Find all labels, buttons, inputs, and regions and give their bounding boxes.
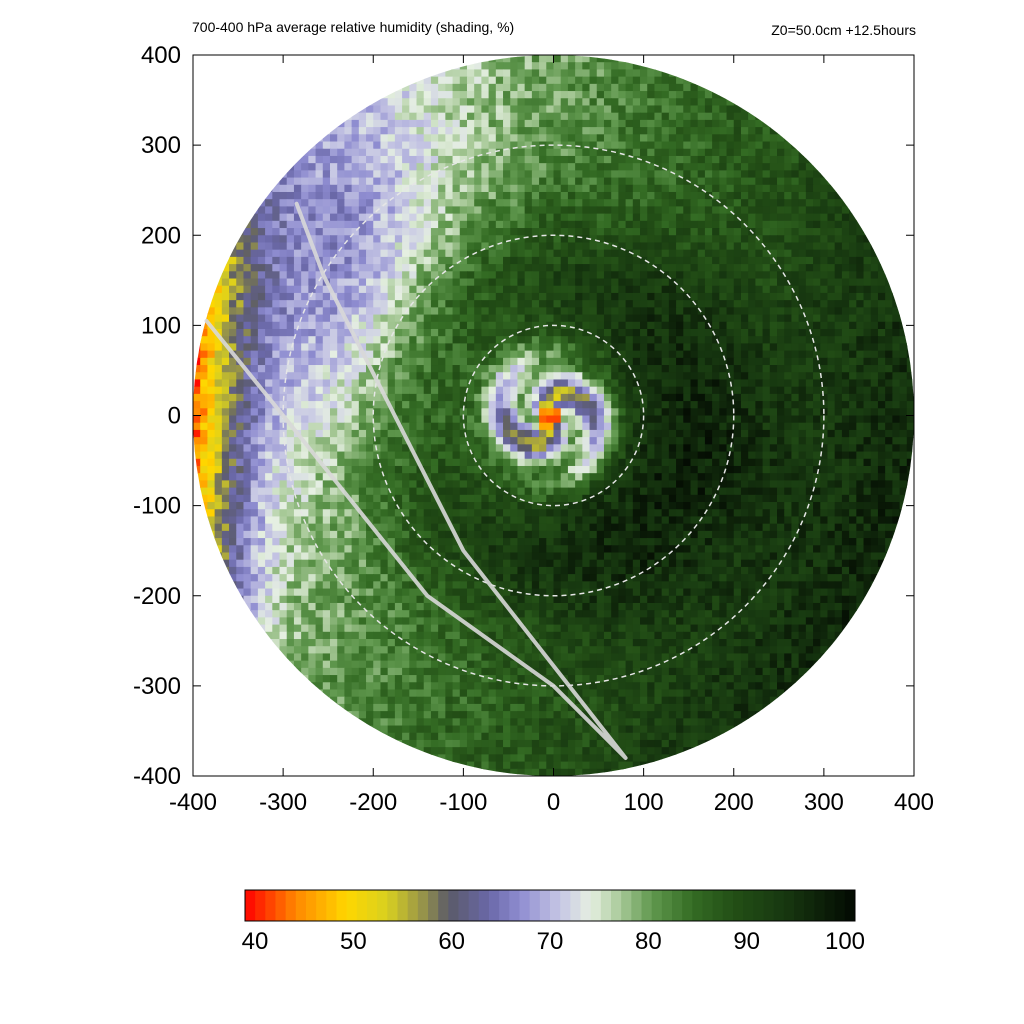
- colorbar-tick-label: 90: [733, 928, 760, 955]
- x-tick-label: -300: [259, 789, 307, 816]
- colorbar-segment: [285, 890, 297, 921]
- colorbar-segment: [783, 890, 795, 921]
- colorbar-segment: [387, 890, 398, 921]
- colorbar-segment: [407, 890, 419, 921]
- colorbar-segment: [245, 890, 256, 921]
- colorbar-segment: [641, 890, 653, 921]
- colorbar-segment: [712, 890, 724, 921]
- colorbar-segment: [316, 890, 327, 921]
- y-tick-label: 200: [141, 222, 181, 249]
- colorbar-segment: [794, 890, 805, 921]
- x-tick-label: -200: [349, 789, 397, 816]
- colorbar-segment: [600, 890, 612, 921]
- colorbar-tick-label: 80: [635, 928, 662, 955]
- colorbar-segment: [529, 890, 541, 921]
- colorbar-segment: [397, 890, 409, 921]
- axes: -400 -300 -200 -100 0 100 200 300 400 400 300 200 10…: [133, 42, 934, 816]
- x-tick-label: -100: [439, 789, 487, 816]
- x-tick-label: 0: [547, 789, 560, 816]
- colorbar-segment: [631, 890, 642, 921]
- colorbar-segment: [834, 890, 846, 921]
- colorbar-segment: [539, 890, 551, 921]
- colorbar-segment: [265, 890, 276, 921]
- colorbar-segment: [519, 890, 531, 921]
- y-tick-label: 0: [168, 403, 181, 430]
- humidity-heatmap: [193, 55, 914, 776]
- colorbar-segment: [763, 890, 775, 921]
- colorbar-segment: [417, 890, 429, 921]
- colorbar-segment: [275, 890, 287, 921]
- x-tick-label: 100: [624, 789, 664, 816]
- range-ring: [372, 234, 735, 597]
- colorbar-frame: [244, 889, 856, 922]
- run-info-label: Z0=50.0cm +12.5hours: [771, 22, 916, 38]
- flight-track: [204, 201, 628, 760]
- colorbar-segment: [651, 890, 663, 921]
- y-tick-label: -200: [133, 583, 181, 610]
- colorbar-segment: [295, 890, 307, 921]
- colorbar-segment: [672, 890, 683, 921]
- colorbar-segment: [499, 890, 510, 921]
- colorbar-segment: [458, 890, 470, 921]
- colorbar-segment: [428, 890, 439, 921]
- x-tick-label: 400: [894, 789, 934, 816]
- colorbar-tick-label: 50: [340, 928, 367, 955]
- colorbar-segment: [377, 890, 388, 921]
- colorbar-tick-label: 40: [242, 928, 269, 955]
- colorbar-segment: [722, 890, 734, 921]
- colorbar-segment: [346, 890, 358, 921]
- colorbar-segment: [560, 890, 571, 921]
- colorbar-segment: [489, 890, 500, 921]
- colorbar-segment: [509, 890, 520, 921]
- x-tick-label: 200: [714, 789, 754, 816]
- colorbar-segment: [356, 890, 368, 921]
- colorbar-segment: [611, 890, 622, 921]
- flight-track-line: [204, 201, 628, 760]
- colorbar-tick-label: 100: [825, 928, 865, 955]
- colorbar-segment: [478, 890, 490, 921]
- colorbar-segment: [326, 890, 337, 921]
- colorbar-segment: [824, 890, 836, 921]
- colorbar-tick-label: 70: [537, 928, 564, 955]
- y-tick-label: -100: [133, 493, 181, 520]
- colorbar-segment: [550, 890, 561, 921]
- range-ring: [462, 324, 645, 507]
- colorbar-segment: [753, 890, 764, 921]
- x-tick-label: -400: [169, 789, 217, 816]
- colorbar-segment: [367, 890, 378, 921]
- colorbar-segment: [702, 890, 714, 921]
- colorbar-segment: [733, 890, 744, 921]
- colorbar-segment: [692, 890, 703, 921]
- y-tick-label: 400: [141, 42, 181, 69]
- y-tick-label: 300: [141, 132, 181, 159]
- colorbar-segment: [661, 890, 673, 921]
- colorbar-segment: [743, 890, 754, 921]
- colorbar-segment: [590, 890, 602, 921]
- x-tick-label: 300: [804, 789, 844, 816]
- colorbar-segment: [306, 890, 317, 921]
- colorbar-segment: [621, 890, 632, 921]
- colorbar-segment: [438, 890, 449, 921]
- y-tick-label: -300: [133, 673, 181, 700]
- colorbar-segment: [448, 890, 459, 921]
- colorbar-segment: [468, 890, 480, 921]
- colorbar-segment: [773, 890, 785, 921]
- colorbar-segment: [804, 890, 815, 921]
- chart-title: 700-400 hPa average relative humidity (s…: [192, 19, 515, 35]
- colorbar-segment: [570, 890, 581, 921]
- colorbar-segment: [255, 890, 266, 921]
- colorbar-segment: [336, 890, 348, 921]
- colorbar-tick-label: 60: [438, 928, 465, 955]
- colorbar-segment: [682, 890, 693, 921]
- colorbar-segment: [580, 890, 592, 921]
- y-tick-label: 100: [141, 312, 181, 339]
- colorbar-segment: [844, 890, 856, 921]
- colorbar-segment: [814, 890, 825, 921]
- colorbar: 40 50 60 70 80 90 100: [242, 889, 865, 955]
- y-tick-label: -400: [133, 763, 181, 790]
